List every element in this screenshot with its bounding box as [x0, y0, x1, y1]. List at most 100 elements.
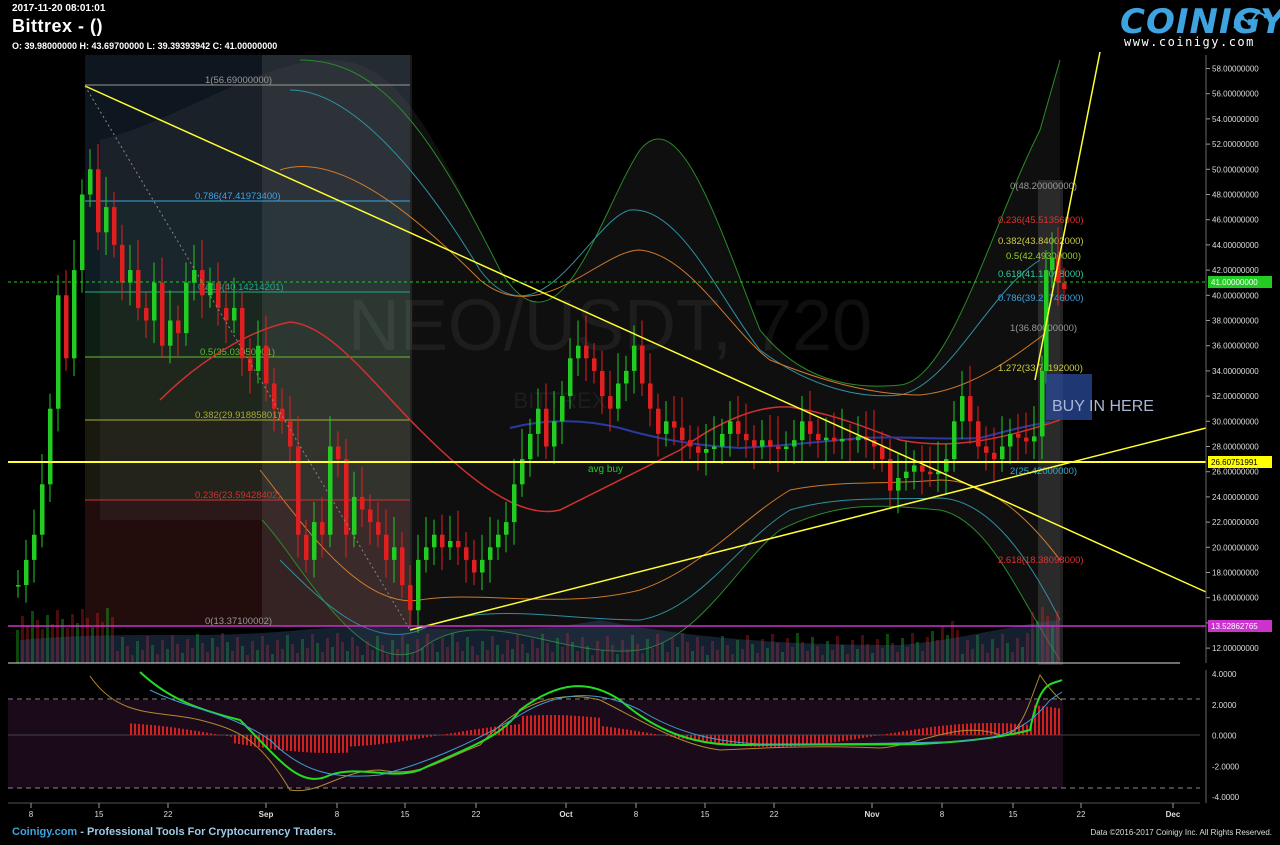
avg-buy-label: avg buy [588, 464, 623, 475]
candle-body [280, 408, 285, 422]
price-marker-label: 13.52862765 [1211, 622, 1258, 631]
volume-bar [76, 623, 79, 663]
candle-body [800, 421, 805, 441]
macd-histogram-bar [174, 727, 176, 735]
candle-body [672, 421, 677, 428]
candle-body [808, 421, 813, 434]
volume-bar [486, 650, 489, 663]
macd-histogram-bar [966, 723, 968, 735]
macd-histogram-bar [1038, 705, 1040, 735]
candle-body [64, 295, 69, 359]
macd-histogram-bar [410, 735, 412, 740]
macd-histogram-bar [638, 731, 640, 735]
time-tick-label: 22 [770, 810, 779, 819]
volume-bar [981, 644, 984, 663]
candle-body [240, 307, 245, 359]
volume-bar [21, 616, 24, 663]
price-marker-label: 41.00000000 [1211, 278, 1258, 287]
macd-histogram-bar [306, 735, 308, 753]
volume-bar [291, 644, 294, 663]
macd-histogram-bar [554, 715, 556, 735]
volume-ma [20, 620, 1060, 663]
candle-body [440, 534, 445, 548]
downtrend-line [84, 85, 1207, 593]
candle-body [1000, 446, 1005, 460]
volume-bar [891, 643, 894, 663]
volume-bar [311, 634, 314, 663]
volume-bar [496, 645, 499, 663]
volume-bar [161, 640, 164, 663]
volume-bar [886, 634, 889, 663]
macd-oscillator [8, 671, 1200, 804]
candle-body [96, 169, 101, 233]
candle-body [88, 169, 93, 195]
volume-bar [616, 654, 619, 663]
volume-bar [881, 648, 884, 663]
time-tick-label: 8 [335, 810, 340, 819]
volume-bar [926, 637, 929, 663]
macd-histogram-bar [610, 727, 612, 735]
price-tick-label: 28.00000000 [1212, 443, 1259, 452]
footer-brand[interactable]: Coinigy.com - Professional Tools For Cry… [12, 826, 336, 838]
volume-bar [481, 641, 484, 663]
volume-bar [811, 637, 814, 663]
macd-histogram-bar [954, 724, 956, 735]
trendlines[interactable] [8, 51, 1207, 664]
volume-bar [901, 638, 904, 663]
candle-body [480, 559, 485, 573]
bb-lower-outer [261, 505, 1061, 661]
macd-histogram-bar [346, 735, 348, 753]
macd-histogram-bar [526, 715, 528, 735]
macd-histogram-bar [658, 734, 660, 736]
volume-bar [1036, 621, 1039, 663]
candle-body [296, 446, 301, 535]
macd-histogram-bar [378, 735, 380, 745]
candle-body [288, 421, 293, 447]
candle-body [432, 534, 437, 548]
volume-bar [786, 638, 789, 663]
candle-body [272, 383, 277, 409]
macd-histogram-bar [166, 726, 168, 735]
volume-bar [606, 636, 609, 663]
volume-bar [861, 635, 864, 663]
volume-bar [271, 654, 274, 663]
macd-histogram-bar [726, 735, 728, 745]
macd-histogram-bar [330, 735, 332, 753]
highlight-zone [262, 55, 412, 626]
fib-extension-right[interactable]: 0(48.20000000) 0.236(45.51356000) 0.382(43… [998, 181, 1084, 566]
macd-histogram-bar [430, 735, 432, 737]
candle-body [192, 270, 197, 283]
macd-histogram-bar [1010, 723, 1012, 735]
macd-histogram-bar [978, 723, 980, 735]
macd-histogram-bar [666, 735, 668, 737]
volume-bar [626, 649, 629, 663]
macd-histogram-bar [562, 715, 564, 735]
macd-histogram-bar [238, 735, 240, 745]
volume-bar [461, 651, 464, 663]
volume-bar [806, 651, 809, 663]
candle-body [256, 345, 261, 371]
volume-bar [1051, 625, 1054, 663]
volume-bar [986, 653, 989, 663]
volume-bar [991, 639, 994, 663]
macd-histogram-bar [910, 729, 912, 735]
macd-histogram-bar [606, 726, 608, 735]
time-tick-label: 15 [95, 810, 104, 819]
volume-bar [421, 648, 424, 663]
volume-bar [586, 646, 589, 663]
macd-histogram-bar [762, 735, 764, 747]
bb-upper-outer [299, 59, 1061, 387]
candle-body [848, 438, 853, 441]
volume-bar [136, 641, 139, 663]
volume-bar [1006, 643, 1009, 663]
macd-histogram-bar [730, 735, 732, 746]
volume-bar [116, 651, 119, 663]
volume-bar [681, 633, 684, 663]
coinigy-logo[interactable]: COINIGY www.coinigy.com [1120, 2, 1280, 50]
volume-bar [51, 624, 54, 663]
volume-bar [1016, 638, 1019, 663]
candle-body [1016, 433, 1021, 438]
bb-upper-mid [279, 166, 1051, 396]
macd-histogram-bar [406, 735, 408, 741]
